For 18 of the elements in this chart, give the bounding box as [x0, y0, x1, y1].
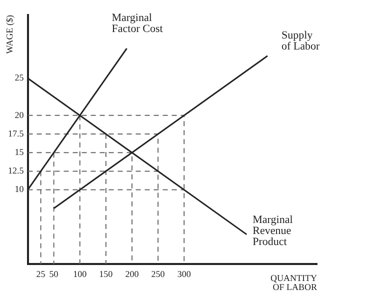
x-tick-label: 250 [151, 268, 166, 279]
series-label: Supply of Labor [281, 29, 320, 52]
y-tick-label: 10 [14, 184, 24, 194]
x-tick-label: 150 [99, 268, 114, 279]
y-axis-title: WAGE ($) [4, 15, 14, 54]
y-tick-label: 20 [14, 110, 24, 120]
x-tick-label: 50 [49, 268, 59, 279]
x-tick-label: 200 [125, 268, 140, 279]
series-label: Marginal Revenue Product [252, 214, 293, 248]
y-tick-label: 15 [14, 146, 24, 157]
x-axis-title: QUANTITY OF LABOR [270, 273, 318, 292]
x-tick-label: 100 [73, 268, 88, 279]
y-tick-label: 17.5 [8, 128, 24, 138]
x-tick-label: 300 [177, 268, 192, 279]
series-label: Marginal Factor Cost [112, 12, 163, 35]
y-tick-label: 12.5 [8, 166, 24, 176]
y-tick-label: 25 [14, 72, 24, 83]
x-tick-label: 25 [36, 268, 46, 279]
